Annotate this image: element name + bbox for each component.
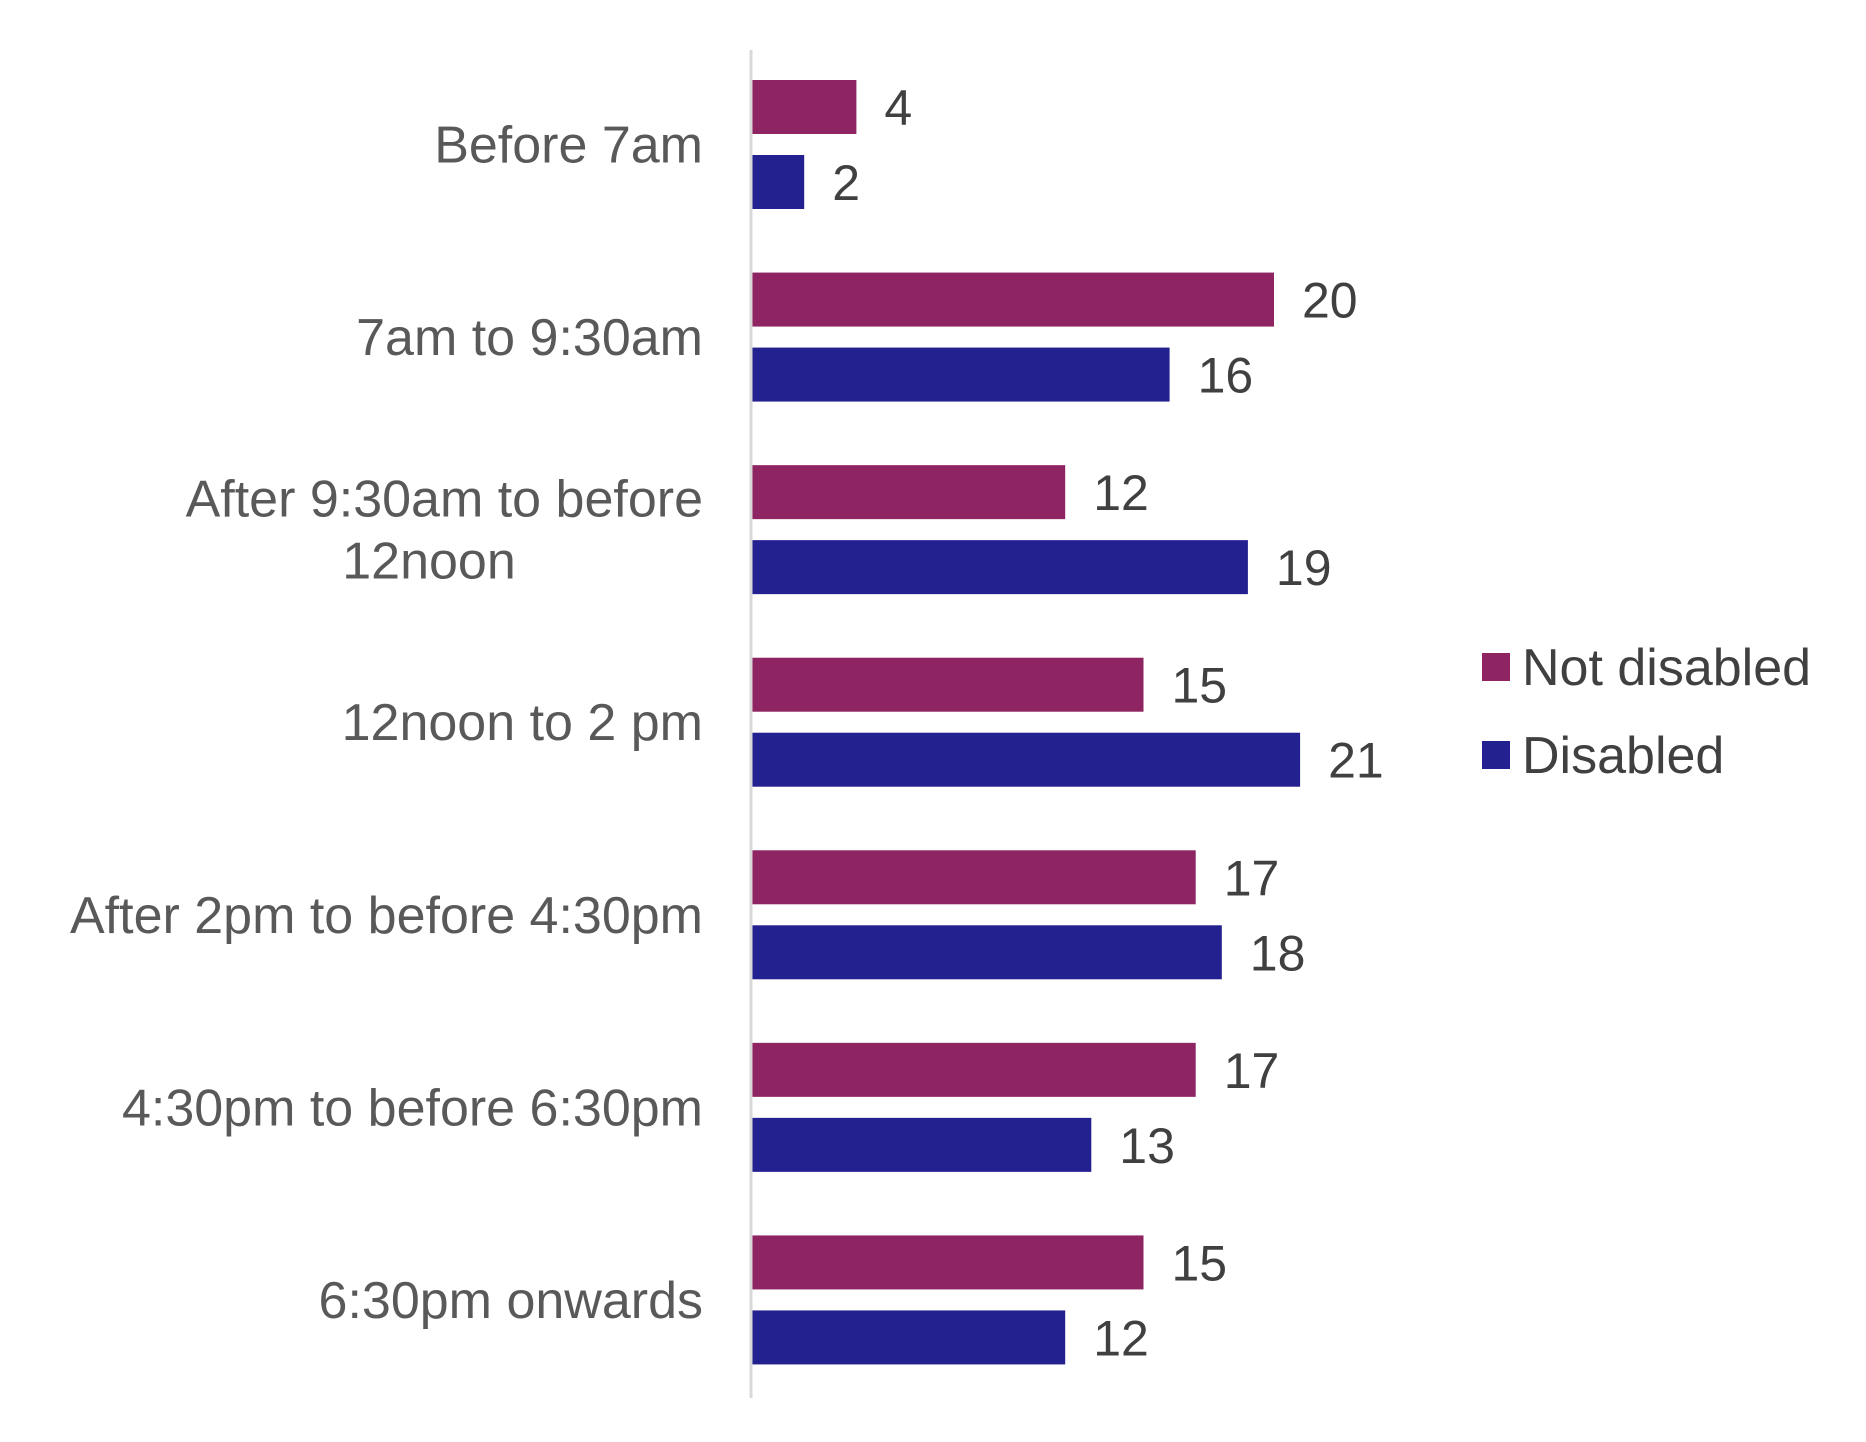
category-label-2-line-0: After 9:30am to before [186, 471, 703, 529]
category-label-4: After 2pm to before 4:30pm [70, 887, 703, 945]
bar-disabled-3 [752, 732, 1301, 787]
bar-not-disabled-6 [752, 1235, 1144, 1290]
bar-not-disabled-4 [752, 850, 1196, 905]
category-label-3: 12noon to 2 pm [342, 694, 703, 752]
legend: Not disabled Disabled [1482, 639, 1811, 785]
data-label-disabled-3: 21 [1328, 733, 1384, 789]
category-label-6: 6:30pm onwards [319, 1272, 703, 1330]
bar-disabled-5 [752, 1117, 1092, 1172]
data-label-not-disabled-0: 4 [884, 80, 912, 136]
data-label-disabled-1: 16 [1198, 348, 1254, 404]
legend-swatch-disabled [1482, 741, 1510, 769]
bar-not-disabled-1 [752, 272, 1274, 327]
category-label-5: 4:30pm to before 6:30pm [122, 1079, 703, 1137]
bar-not-disabled-5 [752, 1042, 1196, 1097]
data-label-not-disabled-1: 20 [1302, 273, 1358, 329]
data-label-not-disabled-5: 17 [1224, 1043, 1280, 1099]
bar-not-disabled-3 [752, 657, 1144, 712]
category-label-2-line-1: 12noon [342, 533, 516, 591]
labels-layer: 42 Before 7am 20 16 7am to 9:30am 12 19 After 9… [70, 80, 1384, 1366]
bar-not-disabled-0 [752, 80, 857, 134]
legend-label-not-disabled: Not disabled [1522, 639, 1811, 697]
bar-not-disabled-2 [752, 465, 1066, 520]
legend-label-disabled: Disabled [1522, 727, 1724, 785]
data-label-disabled-0: 2 [832, 155, 860, 211]
data-label-disabled-6: 12 [1093, 1310, 1149, 1366]
bar-disabled-2 [752, 540, 1248, 595]
bar-disabled-1 [752, 347, 1170, 402]
legend-swatch-not-disabled [1482, 653, 1510, 681]
bars-layer [752, 80, 1301, 1365]
data-label-not-disabled-6: 15 [1172, 1235, 1228, 1291]
data-label-disabled-2: 19 [1276, 540, 1332, 596]
data-label-disabled-5: 13 [1119, 1118, 1175, 1174]
category-label-0: Before 7am [434, 117, 703, 175]
bar-disabled-6 [752, 1310, 1066, 1365]
category-label-1: 7am to 9:30am [356, 309, 703, 367]
bar-disabled-4 [752, 925, 1222, 980]
data-label-not-disabled-4: 17 [1224, 850, 1280, 906]
data-label-not-disabled-3: 15 [1172, 658, 1228, 714]
bar-disabled-0 [752, 155, 805, 209]
data-label-not-disabled-2: 12 [1093, 465, 1149, 521]
data-label-disabled-4: 18 [1250, 925, 1306, 981]
